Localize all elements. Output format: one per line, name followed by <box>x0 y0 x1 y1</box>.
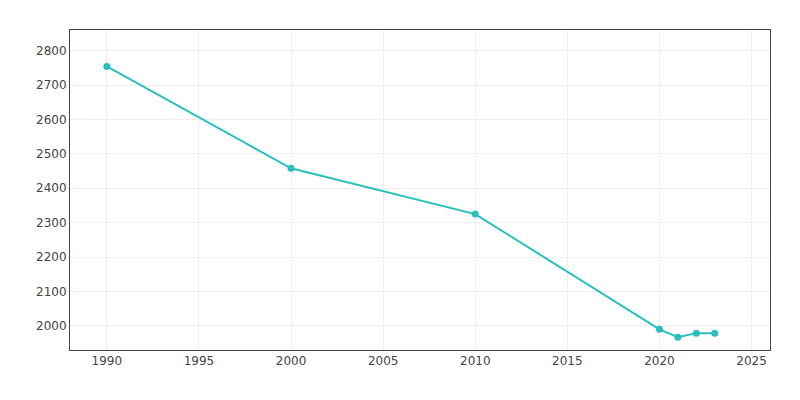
svg-text:1990: 1990 <box>92 354 123 368</box>
svg-text:2300: 2300 <box>36 216 67 230</box>
svg-text:2000: 2000 <box>36 319 67 333</box>
svg-text:2000: 2000 <box>276 354 307 368</box>
svg-text:2400: 2400 <box>36 181 67 195</box>
svg-text:2010: 2010 <box>460 354 491 368</box>
svg-text:2025: 2025 <box>736 354 767 368</box>
svg-text:2800: 2800 <box>36 44 67 58</box>
svg-text:2500: 2500 <box>36 147 67 161</box>
svg-text:2015: 2015 <box>552 354 583 368</box>
svg-text:2200: 2200 <box>36 250 67 264</box>
svg-text:2700: 2700 <box>36 78 67 92</box>
svg-text:2600: 2600 <box>36 113 67 127</box>
svg-text:2020: 2020 <box>644 354 675 368</box>
svg-text:1995: 1995 <box>184 354 215 368</box>
svg-text:2100: 2100 <box>36 285 67 299</box>
svg-text:2005: 2005 <box>368 354 399 368</box>
